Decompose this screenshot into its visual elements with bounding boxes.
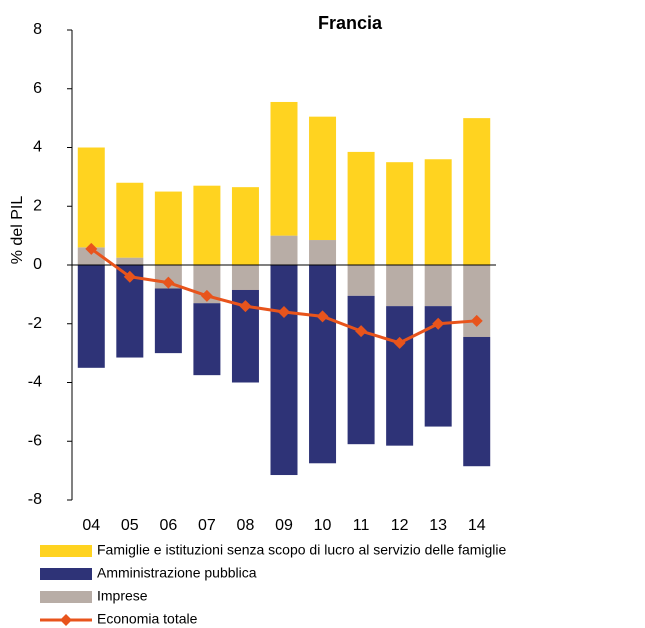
line-marker (278, 306, 290, 318)
line-marker (162, 276, 175, 289)
y-tick-label: -8 (28, 491, 42, 508)
y-tick-label: 0 (33, 256, 42, 273)
line-marker (432, 317, 445, 330)
bar (77, 147, 105, 248)
bar (309, 265, 337, 464)
x-tick-label: 05 (121, 517, 139, 534)
line-marker (85, 242, 98, 255)
bar (77, 265, 105, 368)
bar (77, 247, 105, 265)
x-tick-label: 14 (468, 517, 486, 534)
line-marker (470, 314, 483, 327)
bar (347, 295, 375, 445)
bar (116, 182, 144, 258)
x-tick-label: 07 (198, 517, 216, 534)
bar (463, 336, 491, 467)
x-tick-label: 11 (353, 517, 370, 534)
line-marker (355, 325, 368, 338)
line-marker (200, 289, 213, 302)
bar (270, 265, 298, 476)
bar (347, 265, 375, 296)
x-tick-label: 10 (314, 517, 332, 534)
bar (386, 265, 414, 307)
legend-swatch (40, 591, 92, 603)
x-tick-label: 13 (429, 517, 447, 534)
y-tick-label: 2 (33, 197, 42, 214)
bar (347, 151, 375, 265)
bar (193, 303, 221, 376)
bar (270, 101, 298, 236)
line-marker (239, 300, 252, 313)
bar (424, 159, 452, 265)
line-marker (316, 310, 329, 323)
line-marker (393, 336, 406, 349)
bar (386, 306, 414, 446)
bar (309, 116, 337, 241)
bar (424, 265, 452, 307)
y-tick-label: 6 (33, 80, 42, 97)
line-marker (123, 270, 136, 283)
x-tick-label: 09 (275, 517, 293, 534)
legend-swatch (60, 614, 72, 626)
chart-title: Francia (318, 13, 383, 33)
bar (193, 185, 221, 265)
bar (231, 187, 259, 265)
y-axis-label: % del PIL (9, 196, 26, 265)
y-tick-label: 8 (33, 21, 42, 38)
legend-label: Economia totale (97, 611, 198, 627)
x-tick-label: 08 (237, 517, 255, 534)
bar (154, 288, 182, 354)
legend-label: Famiglie e istituzioni senza scopo di lu… (97, 542, 507, 558)
legend-label: Amministrazione pubblica (97, 565, 257, 581)
legend-swatch (40, 545, 92, 557)
bar (116, 257, 144, 265)
x-tick-label: 04 (82, 517, 100, 534)
bar (154, 191, 182, 265)
bar (386, 162, 414, 265)
bar (270, 235, 298, 265)
bar (309, 240, 337, 265)
y-tick-label: -2 (28, 315, 42, 332)
x-tick-label: 12 (391, 517, 409, 534)
legend-swatch (40, 568, 92, 580)
y-tick-label: 4 (33, 139, 42, 156)
y-tick-label: -4 (28, 374, 42, 391)
bar (231, 265, 259, 290)
bar (463, 118, 491, 265)
y-tick-label: -6 (28, 432, 42, 449)
x-tick-label: 06 (159, 517, 177, 534)
legend-label: Imprese (97, 588, 148, 604)
